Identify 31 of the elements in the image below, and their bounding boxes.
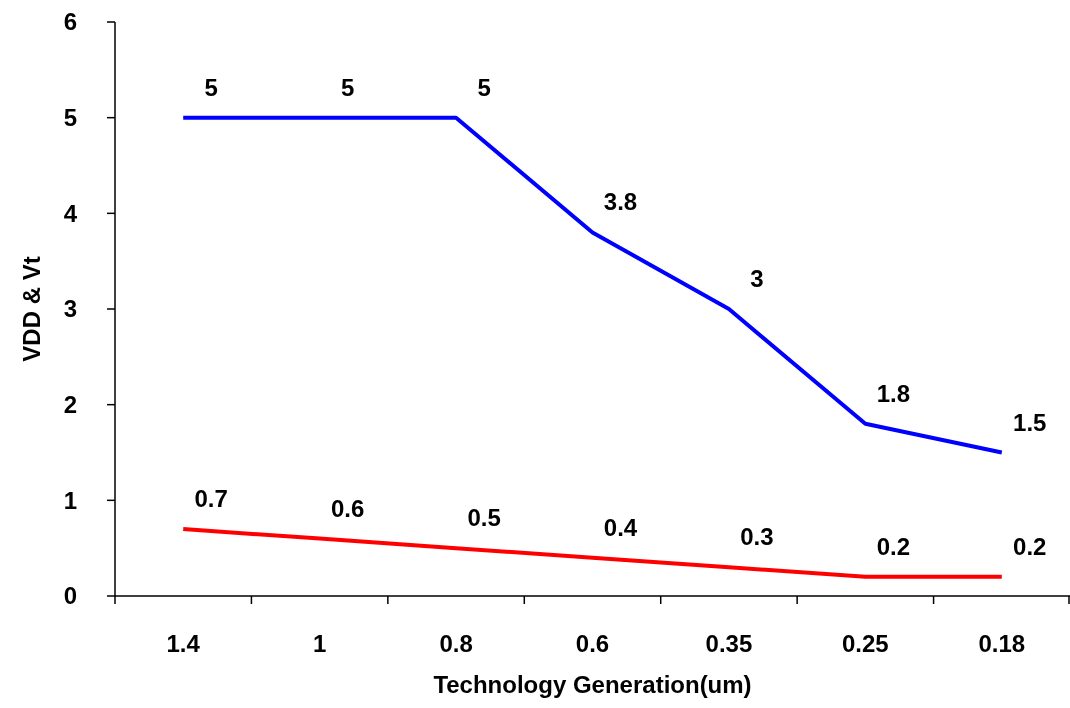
data-label: 0.3: [740, 523, 774, 551]
y-tick-label: 4: [63, 199, 78, 227]
x-tick-label: 0.6: [575, 630, 610, 657]
y-tick-label: 5: [63, 104, 77, 132]
data-label: 0.4: [603, 513, 638, 541]
x-tick-label: 0.8: [439, 630, 473, 657]
line-series: [181, 115, 1004, 455]
data-label: 0.2: [1013, 532, 1047, 560]
data-label: 3.8: [603, 188, 638, 216]
data-label: 1.8: [876, 379, 911, 407]
y-tick-label: 0: [63, 582, 77, 610]
data-label: 5: [340, 73, 355, 101]
data-label: 0.5: [467, 504, 501, 532]
y-tick-label: 3: [63, 295, 77, 323]
data-label: 0.7: [194, 485, 228, 513]
y-axis-title: VDD & Vt: [18, 256, 45, 362]
x-tick-label: 0.18: [978, 630, 1026, 657]
x-tick-label: 1: [312, 630, 327, 657]
x-axis-title: Technology Generation(um): [433, 671, 752, 698]
data-label: 0.2: [876, 532, 911, 560]
x-tick-label: 1.4: [166, 630, 201, 657]
data-label: 5: [204, 73, 218, 101]
x-tick-label: 0.35: [705, 630, 753, 657]
data-label: 5: [477, 73, 491, 101]
y-tick-label: 6: [63, 8, 77, 36]
y-tick-label: 1: [63, 486, 77, 514]
y-tick-label: 2: [63, 391, 77, 419]
data-label: 3: [750, 265, 764, 292]
data-label: 0.6: [330, 494, 365, 522]
x-tick-label: 0.25: [842, 630, 889, 657]
data-label: 1.5: [1013, 408, 1047, 436]
